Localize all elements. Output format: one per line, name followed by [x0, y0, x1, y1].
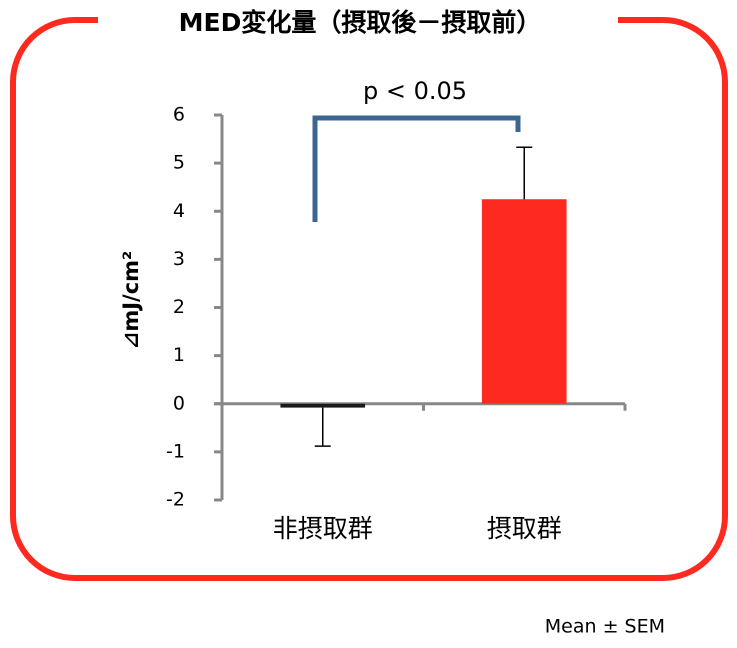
y-tick-label: 2	[173, 296, 185, 318]
bar	[280, 403, 366, 408]
chart-title: MED変化量（摂取後－摂取前）	[179, 8, 542, 37]
y-tick-label: 5	[173, 152, 185, 174]
x-tick-label: 摂取群	[487, 514, 562, 543]
error-bar	[516, 146, 533, 200]
y-tick-label: 1	[173, 344, 185, 366]
y-tick-label: -1	[166, 440, 185, 462]
error-bar	[314, 407, 331, 447]
y-tick-label: 6	[173, 104, 185, 126]
y-tick-label: 3	[173, 248, 185, 270]
footnote: Mean ± SEM	[545, 616, 665, 638]
y-tick-label: -2	[166, 489, 185, 511]
title-background	[98, 4, 618, 38]
y-tick-label: 4	[173, 200, 185, 222]
x-tick-label: 非摂取群	[273, 514, 373, 543]
annotation: p < 0.05	[363, 77, 467, 105]
y-axis-label: ⊿mJ/cm²	[119, 251, 143, 350]
bar	[481, 199, 567, 404]
y-tick-label: 0	[173, 392, 185, 414]
significance-bracket	[312, 115, 521, 222]
